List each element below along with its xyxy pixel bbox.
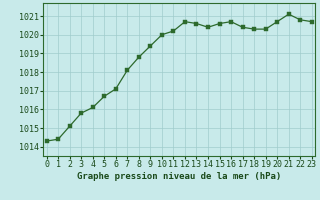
X-axis label: Graphe pression niveau de la mer (hPa): Graphe pression niveau de la mer (hPa) bbox=[77, 172, 281, 181]
